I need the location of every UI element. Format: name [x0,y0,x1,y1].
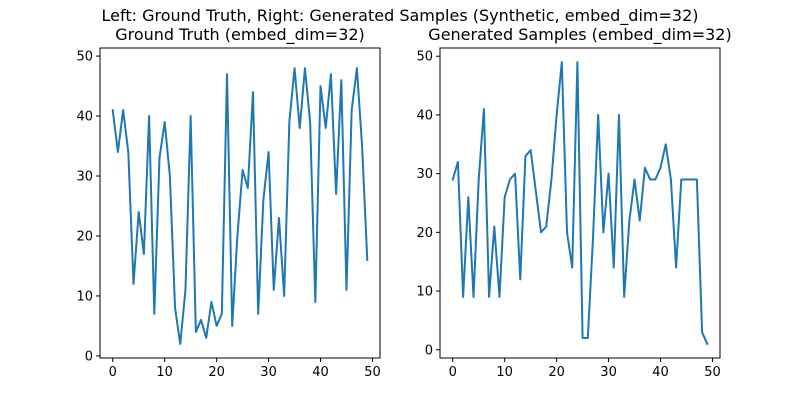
left-chart-title: Ground Truth (embed_dim=32) [115,25,365,45]
right-y-tick-label: 30 [416,167,433,182]
right-x-tick-label: 10 [496,365,513,380]
right-chart-title: Generated Samples (embed_dim=32) [428,25,731,45]
left-y-tick-label: 10 [76,289,93,304]
right-y-tick-label: 0 [425,343,433,358]
left-y-tick-label: 0 [85,349,93,364]
right-x-tick-label: 40 [652,365,669,380]
left-series-line-0 [111,67,369,345]
left-y-tick-label: 40 [76,110,93,125]
left-y-tick-label: 50 [76,50,93,65]
left-x-tick-label: 10 [156,365,173,380]
left-y-tick-label: 20 [76,229,93,244]
right-axes-frame [439,47,721,359]
left-x-tick-label: 20 [208,365,225,380]
right-x-tick-label: 30 [600,365,617,380]
left-x-tick-label: 50 [364,365,381,380]
right-series-line-0 [451,61,709,346]
left-x-tick-label: 0 [109,365,117,380]
right-x-tick-label: 20 [548,365,565,380]
right-y-tick-label: 10 [416,285,433,300]
left-y-tick-label: 30 [76,170,93,185]
right-y-tick-label: 50 [416,50,433,65]
right-x-tick-label: 0 [449,365,457,380]
right-y-tick-label: 20 [416,226,433,241]
right-y-tick-label: 40 [416,108,433,123]
figure-suptitle: Left: Ground Truth, Right: Generated Sam… [102,6,699,26]
right-x-tick-label: 50 [704,365,721,380]
left-axes-frame [99,47,381,359]
left-chart-ground-truth: 0 10 20 30 40 50 0 10 20 30 40 50 [76,47,381,380]
left-x-tick-label: 40 [312,365,329,380]
right-chart-generated-samples: 0 10 20 30 40 50 0 10 20 30 40 50 [416,47,721,380]
left-x-tick-label: 30 [260,365,277,380]
